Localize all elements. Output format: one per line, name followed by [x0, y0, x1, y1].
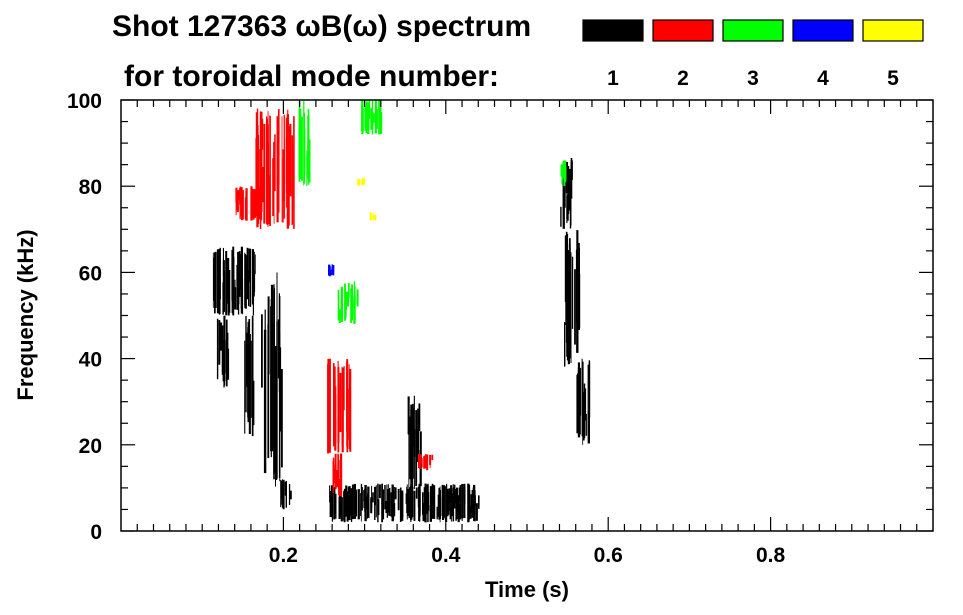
- x-tick-label: 0.4: [431, 544, 461, 567]
- y-tick-labels: 0 20 40 60 80 100: [67, 90, 102, 544]
- x-tick-label: 0.8: [756, 544, 786, 567]
- y-tick-label: 0: [90, 521, 102, 544]
- spectral-feature-mode-1: [216, 315, 230, 388]
- axis-ticks: [121, 99, 933, 532]
- spectral-feature-mode-1: [407, 395, 422, 496]
- spectral-feature-mode-3: [361, 100, 383, 135]
- chart-subtitle: for toroidal mode number:: [124, 60, 499, 93]
- x-tick-label: 0.6: [594, 544, 623, 567]
- spectral-feature-mode-5: [369, 212, 377, 221]
- spectrum-features: [212, 100, 591, 523]
- legend-swatch-mode-4: [792, 19, 854, 42]
- mode-legend: 1 2 3 4 5: [582, 19, 924, 90]
- x-tick-labels: 0.2 0.4 0.6 0.8: [269, 544, 786, 567]
- legend-label-mode-5: 5: [887, 67, 899, 90]
- legend-label-mode-3: 3: [747, 67, 759, 90]
- spectral-feature-mode-1: [576, 358, 591, 445]
- y-axis-label: Frequency (kHz): [13, 229, 38, 400]
- plot-frame: [120, 99, 934, 532]
- spectral-feature-mode-1: [261, 272, 283, 487]
- y-tick-label: 80: [79, 176, 102, 199]
- legend-swatch-mode-1: [582, 19, 644, 42]
- legend-swatch-mode-2: [652, 19, 714, 42]
- legend-label-mode-4: 4: [817, 67, 829, 90]
- legend-swatch-mode-5: [862, 19, 924, 42]
- y-tick-label: 100: [67, 90, 102, 113]
- legend-label-mode-1: 1: [607, 67, 619, 90]
- y-tick-label: 40: [79, 349, 102, 372]
- spectral-feature-mode-1: [280, 479, 292, 510]
- spectral-feature-mode-2: [327, 358, 352, 454]
- legend-label-mode-2: 2: [677, 67, 689, 90]
- spectral-feature-mode-4: [328, 264, 335, 277]
- spectral-feature-mode-1: [212, 246, 256, 316]
- legend-swatch-mode-3: [722, 19, 784, 42]
- spectral-feature-mode-2: [235, 186, 262, 221]
- spectral-feature-mode-3: [298, 101, 311, 186]
- x-tick-label: 0.2: [269, 544, 298, 567]
- chart-title: Shot 127363 ωB(ω) spectrum: [112, 10, 531, 43]
- spectral-feature-mode-1: [564, 230, 581, 367]
- spectral-feature-mode-2: [418, 453, 434, 471]
- y-tick-label: 20: [79, 435, 102, 458]
- y-tick-label: 60: [79, 262, 102, 285]
- spectral-feature-mode-3: [337, 281, 359, 324]
- spectral-feature-mode-2: [255, 108, 295, 229]
- spectral-feature-mode-2: [332, 453, 343, 497]
- x-axis-label: Time (s): [485, 577, 569, 602]
- spectral-feature-mode-3: [560, 160, 567, 187]
- spectral-feature-mode-1: [329, 483, 480, 523]
- spectral-feature-mode-5: [357, 177, 366, 187]
- spectral-feature-mode-1: [244, 315, 255, 437]
